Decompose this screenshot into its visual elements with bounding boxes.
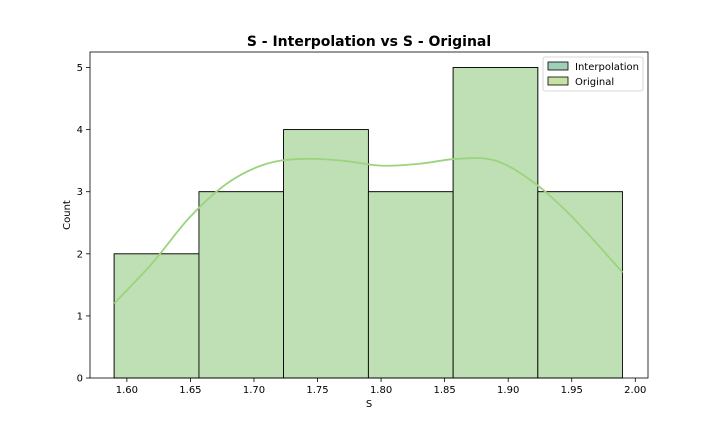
bar-original-3 xyxy=(367,191,454,379)
y-axis-label: Count xyxy=(62,200,73,230)
x-tick-label: 1.80 xyxy=(370,385,392,396)
x-tick-label: 1.60 xyxy=(116,385,138,396)
x-tick-label: 1.95 xyxy=(561,385,583,396)
x-tick-label: 1.85 xyxy=(433,385,455,396)
legend-label-interpolation: Interpolation xyxy=(575,62,639,73)
y-tick-label: 3 xyxy=(77,187,83,198)
kde-line xyxy=(113,157,624,305)
legend: Interpolation Original xyxy=(542,56,644,92)
legend-swatch-original xyxy=(547,76,569,86)
plot-frame xyxy=(89,51,649,379)
bar-original-0 xyxy=(113,253,200,379)
kde-layer xyxy=(113,157,624,305)
legend-label-original: Original xyxy=(575,77,614,88)
bar-original-4 xyxy=(452,67,539,379)
y-tick-label: 0 xyxy=(77,374,83,385)
x-axis-label: S xyxy=(366,399,372,410)
chart-title: S - Interpolation vs S - Original xyxy=(247,34,491,50)
y-tick-label: 1 xyxy=(77,311,83,322)
bar-original-2 xyxy=(283,129,369,379)
bar-original-5 xyxy=(537,191,623,379)
y-tick-label: 4 xyxy=(77,125,83,136)
x-tick-label: 1.75 xyxy=(306,385,328,396)
x-tick-label: 1.70 xyxy=(243,385,265,396)
legend-swatch-interpolation xyxy=(547,61,569,71)
x-tick-label: 1.65 xyxy=(179,385,201,396)
x-axis: 1.60 1.65 1.70 1.75 1.80 1.85 1.90 1.95 2.00 xyxy=(116,378,646,396)
bar-original-1 xyxy=(198,191,284,379)
y-axis: 0 1 2 3 4 5 xyxy=(77,63,90,385)
bars-layer xyxy=(113,67,623,379)
y-tick-label: 5 xyxy=(77,63,83,74)
y-tick-label: 2 xyxy=(77,249,83,260)
x-tick-label: 2.00 xyxy=(624,385,646,396)
x-tick-label: 1.90 xyxy=(497,385,519,396)
